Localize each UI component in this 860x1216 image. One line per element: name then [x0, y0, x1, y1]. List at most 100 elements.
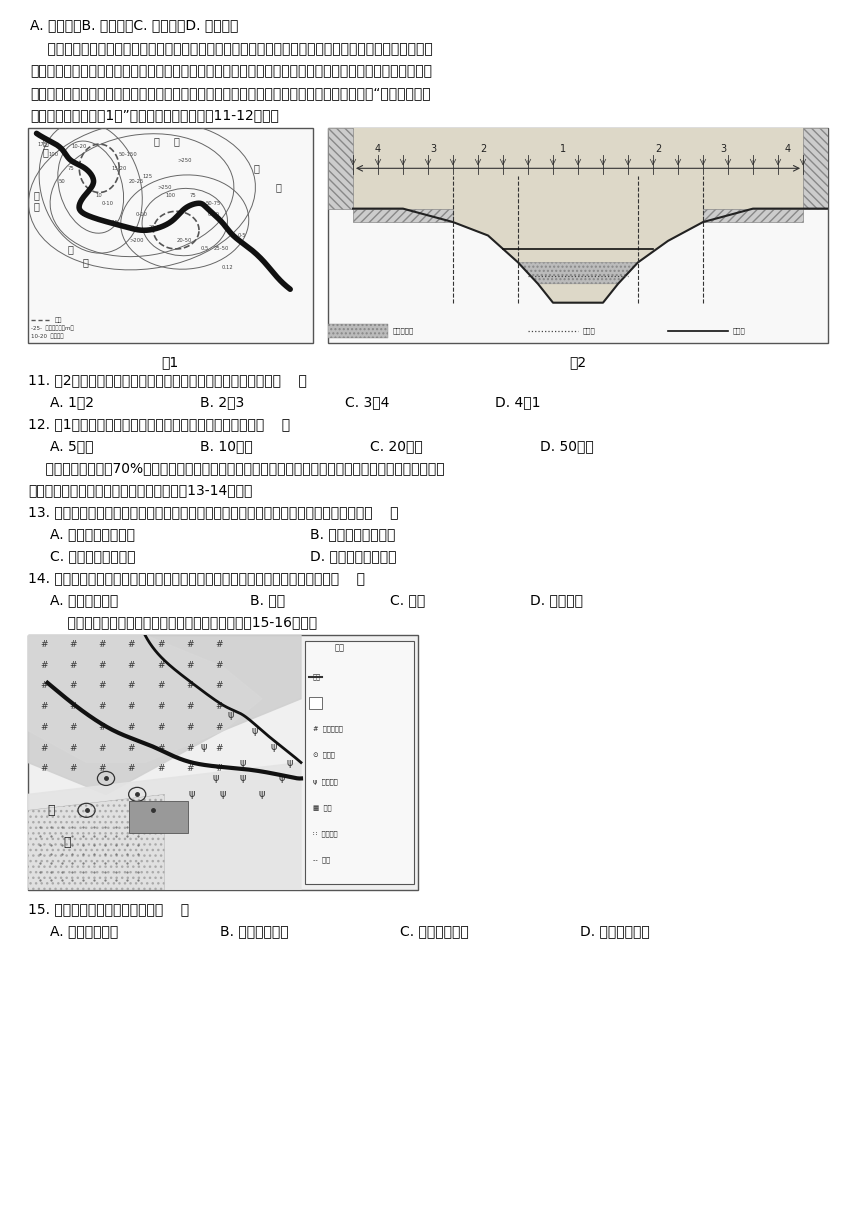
Text: #: # [186, 681, 194, 691]
Text: #: # [215, 744, 223, 753]
Text: 20-50: 20-50 [177, 238, 193, 243]
Text: 0-5: 0-5 [237, 233, 246, 238]
Text: ψ: ψ [271, 742, 277, 751]
Text: 10-20  年代范围: 10-20 年代范围 [31, 333, 64, 339]
Text: #: # [40, 765, 47, 773]
Text: #: # [127, 765, 135, 773]
Text: 0-10: 0-10 [136, 212, 148, 216]
Text: #: # [69, 640, 77, 649]
Text: #: # [40, 640, 47, 649]
Text: #: # [40, 660, 47, 670]
Text: ψ: ψ [212, 773, 218, 783]
Text: #: # [186, 660, 194, 670]
Text: 边: 边 [253, 163, 259, 174]
Text: D. 流水沉积作用: D. 流水沉积作用 [580, 924, 650, 938]
Text: #: # [98, 640, 106, 649]
Text: 平: 平 [153, 136, 159, 146]
Bar [803, 128, 828, 209]
Text: 75: 75 [190, 192, 197, 198]
Text: D. 风力堆积流水侵蚀: D. 风力堆积流水侵蚀 [310, 548, 396, 563]
Text: 图2: 图2 [569, 355, 587, 368]
Text: ⊙  水泵房: ⊙ 水泵房 [313, 751, 335, 759]
Text: 沙丘: 沙丘 [313, 699, 321, 706]
Text: 黄: 黄 [47, 804, 55, 817]
Text: 积: 积 [42, 147, 48, 157]
Text: 50-150: 50-150 [119, 152, 137, 157]
Polygon shape [518, 263, 638, 283]
Text: ψ: ψ [286, 758, 292, 767]
Text: >250: >250 [157, 185, 172, 190]
Bar [328, 128, 828, 343]
Text: #: # [40, 702, 47, 711]
Text: #  草方格沙障: # 草方格沙障 [313, 726, 342, 732]
Text: A. 滑坡、泥石流: A. 滑坡、泥石流 [50, 593, 119, 607]
Bar [28, 635, 418, 890]
Text: #: # [69, 765, 77, 773]
Text: #: # [215, 660, 223, 670]
Text: 枯水期: 枯水期 [583, 327, 596, 334]
Text: #: # [98, 702, 106, 711]
Text: 0.12: 0.12 [222, 265, 233, 270]
Text: #: # [127, 660, 135, 670]
Text: 4: 4 [375, 145, 381, 154]
Bar [129, 801, 187, 833]
Bar [28, 128, 313, 343]
Text: 原: 原 [173, 136, 179, 146]
Text: ψ: ψ [200, 742, 206, 751]
Text: 0-10: 0-10 [207, 212, 219, 216]
Text: 14. 在黄土高原沟壑纵横、支离破碎的地貌条件下，可能造成下列何种自然灾害（    ）: 14. 在黄土高原沟壑纵横、支离破碎的地貌条件下，可能造成下列何种自然灾害（ ） [28, 572, 365, 585]
Text: #: # [215, 681, 223, 691]
Text: #: # [157, 765, 164, 773]
Text: #: # [69, 660, 77, 670]
Text: #: # [98, 724, 106, 732]
Text: #: # [186, 744, 194, 753]
Text: 75: 75 [67, 165, 74, 170]
Text: C. 风力堆积风力侵蚀: C. 风力堆积风力侵蚀 [50, 548, 136, 563]
Bar [328, 128, 353, 209]
Text: #: # [186, 724, 194, 732]
Polygon shape [28, 762, 301, 890]
Text: 0-10: 0-10 [101, 201, 114, 206]
Text: 50: 50 [58, 179, 65, 185]
Text: 2: 2 [480, 145, 486, 154]
Text: A. 5年前: A. 5年前 [50, 439, 94, 454]
Text: 2: 2 [654, 145, 661, 154]
Text: A. 河运便利B. 地势平坦C. 远离水源D. 洪涝频繁: A. 河运便利B. 地势平坦C. 远离水源D. 洪涝频繁 [30, 18, 238, 32]
Text: 洪水位: 洪水位 [733, 327, 746, 334]
Text: #: # [69, 724, 77, 732]
Text: C. 20年前: C. 20年前 [370, 439, 423, 454]
Text: 11. 图2示意河谷横剖面结构，表示河漫滩和河流阶地的分别是（    ）: 11. 图2示意河谷横剖面结构，表示河漫滩和河流阶地的分别是（ ） [28, 373, 307, 387]
Text: 4: 4 [785, 145, 791, 154]
Text: 原: 原 [82, 258, 88, 268]
Text: 图1: 图1 [162, 355, 179, 368]
Text: #: # [157, 744, 164, 753]
Text: 15. 形成图中沙丘的主要作用是（    ）: 15. 形成图中沙丘的主要作用是（ ） [28, 902, 189, 916]
Text: 1: 1 [560, 145, 566, 154]
Text: ψ: ψ [188, 789, 195, 799]
Text: #: # [40, 724, 47, 732]
Bar [309, 697, 322, 709]
Text: C. 台风: C. 台风 [390, 593, 425, 607]
Bar [703, 209, 803, 223]
Text: #: # [69, 681, 77, 691]
Text: 25: 25 [82, 212, 89, 216]
Text: B. 风力堆积冰川侵蚀: B. 风力堆积冰川侵蚀 [310, 527, 396, 541]
Text: 布与河道演变图（图1）”。读下面两幅图，完成11-12小题。: 布与河道演变图（图1）”。读下面两幅图，完成11-12小题。 [30, 108, 279, 122]
Text: #: # [127, 640, 135, 649]
Text: 积: 积 [34, 201, 40, 210]
Text: #: # [186, 702, 194, 711]
Text: 50-75: 50-75 [206, 201, 221, 206]
Text: B. 2、3: B. 2、3 [200, 395, 244, 409]
Text: #: # [186, 765, 194, 773]
Text: A. 流水堆积风力侵蚀: A. 流水堆积风力侵蚀 [50, 527, 135, 541]
Text: 13. 形成黄土高原黄土层和黄土高原地表沟壑纵横、支离破碎地貌的主要地质作用分别是（    ）: 13. 形成黄土高原黄土层和黄土高原地表沟壑纵横、支离破碎地貌的主要地质作用分别… [28, 505, 398, 519]
Text: ψ: ψ [259, 789, 265, 799]
Text: #: # [157, 681, 164, 691]
Text: #: # [127, 681, 135, 691]
Text: #: # [157, 640, 164, 649]
Polygon shape [28, 794, 164, 890]
Text: #: # [215, 702, 223, 711]
Bar [353, 209, 453, 223]
Text: D. 50年前: D. 50年前 [540, 439, 593, 454]
Text: A. 1、2: A. 1、2 [50, 395, 94, 409]
